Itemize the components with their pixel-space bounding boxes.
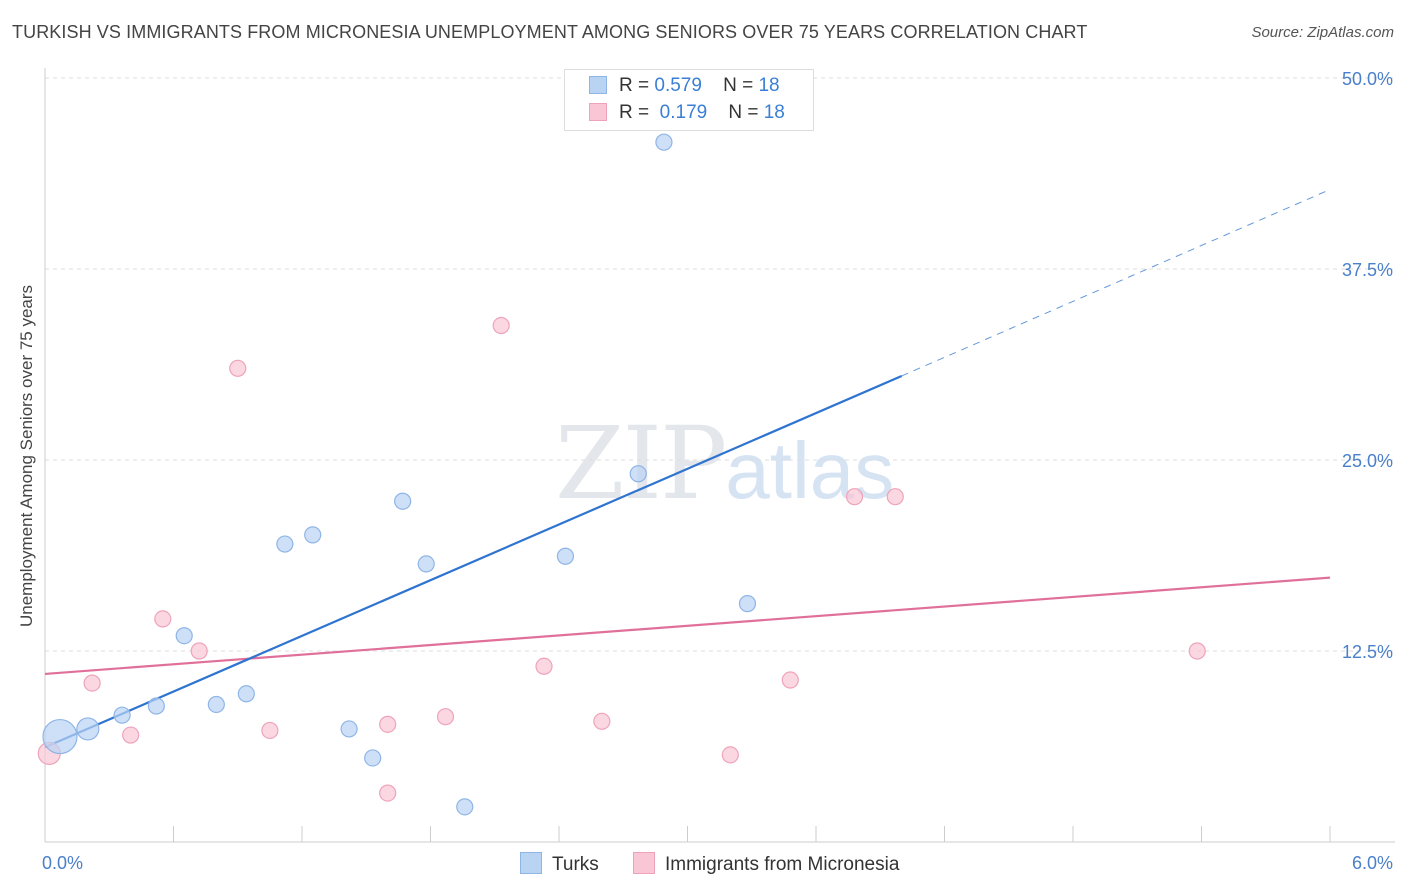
point-micronesia <box>593 712 611 730</box>
bottom-legend-micronesia: Immigrants from Micronesia <box>633 852 899 876</box>
x-tick-label: 0.0% <box>42 853 83 873</box>
data-points <box>37 133 1206 816</box>
bottom-legend-label-micronesia: Immigrants from Micronesia <box>665 854 900 875</box>
point-turks <box>629 465 647 483</box>
point-turks <box>207 695 225 714</box>
legend-row-micronesia: R = 0.179 N = 18 <box>589 102 785 126</box>
legend-n-label: N = <box>723 75 754 96</box>
source-credit: Source: ZipAtlas.com <box>1251 24 1394 41</box>
y-tick-label: 25.0% <box>1342 451 1393 471</box>
legend-r-value-turks: 0.579 <box>654 75 702 96</box>
y-tick-label: 12.5% <box>1342 642 1393 662</box>
point-micronesia <box>154 610 172 628</box>
chart-title: TURKISH VS IMMIGRANTS FROM MICRONESIA UN… <box>12 22 1088 42</box>
point-micronesia <box>436 708 455 726</box>
legend-r-label: R = <box>619 102 650 123</box>
y-tick-label: 50.0% <box>1342 69 1393 89</box>
stats-legend: R = 0.579 N = 18 R = 0.179 N = 18 <box>564 69 814 131</box>
point-micronesia <box>781 671 799 689</box>
point-turks <box>417 555 435 573</box>
legend-r-label: R = <box>619 75 650 96</box>
point-micronesia <box>122 726 140 744</box>
point-turks <box>276 535 294 553</box>
point-turks <box>340 720 358 738</box>
point-micronesia <box>261 721 279 740</box>
point-turks <box>456 798 474 816</box>
point-turks <box>237 685 255 703</box>
legend-n-value-micronesia: 18 <box>763 102 785 123</box>
legend-swatch-turks <box>589 76 607 94</box>
point-turks <box>175 627 193 645</box>
point-turks <box>364 749 382 767</box>
point-turks <box>113 706 131 724</box>
bottom-legend-label-turks: Turks <box>552 854 599 875</box>
point-turks <box>304 526 322 544</box>
point-turks <box>394 492 412 510</box>
point-turks <box>147 697 165 715</box>
point-micronesia <box>492 316 510 335</box>
point-micronesia <box>379 715 397 733</box>
trend-line-micronesia <box>44 576 1331 676</box>
axes <box>44 68 1395 843</box>
point-micronesia <box>229 359 247 377</box>
point-micronesia <box>721 746 739 764</box>
trend-line-turks-extrapolated <box>901 189 1331 377</box>
tick-labels: 12.5% 25.0% 37.5% 50.0% 0.0% 6.0% <box>42 69 1393 873</box>
bottom-legend-swatch-turks <box>520 852 542 874</box>
point-turks <box>76 717 100 741</box>
point-micronesia <box>83 674 101 692</box>
point-micronesia <box>1188 642 1206 660</box>
legend-swatch-micronesia <box>589 103 607 121</box>
bottom-legend-swatch-micronesia <box>633 852 655 874</box>
gridlines <box>45 77 1395 652</box>
point-turks <box>738 595 757 613</box>
trend-lines <box>44 189 1331 749</box>
point-micronesia <box>379 784 397 802</box>
legend-row-turks: R = 0.579 N = 18 <box>589 75 780 99</box>
bottom-legend-turks: Turks <box>520 852 599 876</box>
point-micronesia <box>845 488 864 506</box>
legend-n-label: N = <box>728 102 759 123</box>
legend-n-value-turks: 18 <box>758 75 780 96</box>
y-tick-label: 37.5% <box>1342 260 1393 280</box>
point-micronesia <box>190 642 208 660</box>
point-turks <box>655 133 673 151</box>
point-turks <box>556 547 575 565</box>
point-micronesia <box>886 488 904 506</box>
trend-line-turks <box>44 374 903 749</box>
point-turks <box>42 718 78 755</box>
legend-r-value-micronesia: 0.179 <box>659 102 708 123</box>
x-tick-label: 6.0% <box>1352 853 1393 873</box>
point-micronesia <box>535 657 553 675</box>
